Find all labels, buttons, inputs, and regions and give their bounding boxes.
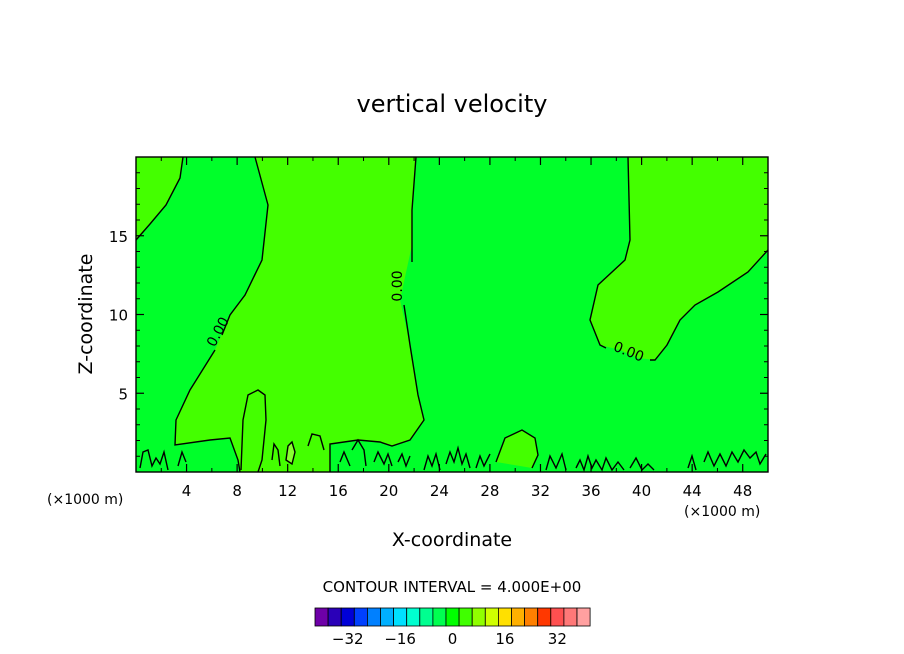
x-tick-label: 8 [232, 482, 242, 500]
positive-region-left [136, 157, 183, 240]
contour-line-small-loop [240, 389, 267, 473]
colorbar-swatch [563, 607, 578, 627]
colorbar-swatch [366, 607, 381, 627]
x-tick-label: 24 [430, 482, 449, 500]
x-unit-left: (×1000 m) [47, 492, 123, 508]
y-tick-label: 5 [118, 385, 128, 403]
colorbar-swatch [576, 607, 591, 627]
colorbar-swatch [445, 607, 460, 627]
colorbar-swatch [471, 607, 486, 627]
colorbar-tick-label: −32 [332, 630, 364, 648]
positive-region-lower [496, 430, 538, 468]
colorbar-swatch [419, 607, 434, 627]
x-tick-label: 12 [278, 482, 297, 500]
x-axis-label: X-coordinate [392, 529, 512, 551]
contour-line-center-right [329, 156, 425, 472]
colorbar-swatch [327, 607, 342, 627]
x-tick-label: 44 [683, 482, 702, 500]
zero-contour-lines [135, 156, 769, 473]
colorbar-swatch [432, 607, 447, 627]
x-tick-label: 40 [632, 482, 651, 500]
contour-interval-label: CONTOUR INTERVAL = 4.000E+00 [323, 578, 582, 596]
x-tick-label: 36 [581, 482, 600, 500]
colorbar-swatch [458, 607, 473, 627]
colorbar-swatch [393, 607, 408, 627]
plot-area: 0.00 0.00 0.00 4 8 12 16 20 24 28 32 36 40 44 48510… [109, 156, 769, 500]
x-tick-label: 16 [329, 482, 348, 500]
colorbar-swatch [550, 607, 565, 627]
colorbar-tick-label: 0 [448, 630, 458, 648]
contour-line-ground-noise [139, 433, 767, 473]
colorbar: −32 −16 0 16 32 [314, 607, 591, 648]
colorbar-tick-label: 32 [548, 630, 567, 648]
contour-line-max-patch [285, 440, 296, 466]
x-unit-right: (×1000 m) [684, 504, 760, 520]
positive-region-right [590, 157, 768, 360]
x-tick-label: 28 [480, 482, 499, 500]
colorbar-swatch [380, 607, 395, 627]
colorbar-swatch [340, 607, 355, 627]
chart-title: vertical velocity [357, 90, 548, 118]
contour-line-bump [495, 429, 539, 469]
y-tick-label: 10 [109, 307, 128, 325]
colorbar-swatch [406, 607, 421, 627]
x-tick-label: 20 [379, 482, 398, 500]
positive-region-center [175, 157, 424, 472]
contour-line-right [589, 156, 769, 361]
colorbar-swatch [524, 607, 539, 627]
contour-label-center: 0.00 [390, 270, 406, 301]
contour-line-center-left [174, 156, 269, 473]
colorbar-tick-label: 16 [495, 630, 514, 648]
x-tick-label: 48 [733, 482, 752, 500]
colorbar-swatch [537, 607, 552, 627]
colorbar-swatch [314, 607, 329, 627]
x-tick-label: 32 [531, 482, 550, 500]
y-axis-label: Z-coordinate [75, 254, 97, 375]
colorbar-tick-label: −16 [384, 630, 416, 648]
colorbar-swatch [484, 607, 499, 627]
colorbar-swatch [511, 607, 526, 627]
colorbar-swatch [497, 607, 512, 627]
x-tick-label: 4 [182, 482, 192, 500]
colorbar-swatch [353, 607, 368, 627]
contour-line-left [135, 156, 184, 241]
y-tick-label: 15 [109, 228, 128, 246]
